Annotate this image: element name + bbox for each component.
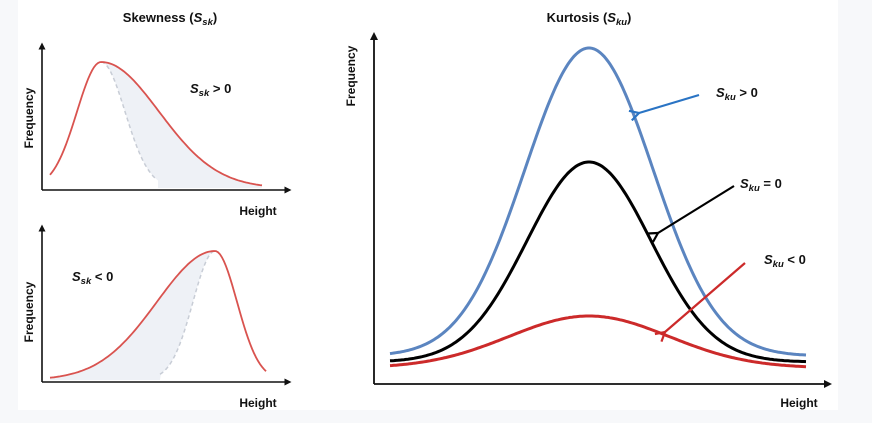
negative-skew-plot: Frequency Height Ssk < 0 bbox=[22, 224, 292, 410]
mesokurtic-curve bbox=[389, 160, 807, 364]
kurtosis-panel: Kurtosis (Sku) Frequency Height Sku > 0 … bbox=[344, 10, 832, 410]
skewness-panel: Skewness (Ssk) Frequency Height Ssk > 0 … bbox=[22, 10, 292, 410]
kurtosis-y-label: Frequency bbox=[344, 45, 358, 106]
positive-skew-x-label: Height bbox=[239, 204, 276, 218]
negative-skew-reference-normal-curve bbox=[159, 250, 215, 375]
leptokurtic-annotation: Sku > 0 bbox=[716, 85, 758, 103]
leptokurtic-pointer-arrow bbox=[639, 93, 700, 113]
platykurtic-pointer-arrow bbox=[665, 262, 746, 332]
platykurtic-annotation: Sku < 0 bbox=[764, 252, 806, 270]
positive-skew-shaded-tail bbox=[101, 62, 262, 188]
platykurtic-curve bbox=[389, 314, 807, 369]
mesokurtic-annotation: Sku = 0 bbox=[740, 176, 782, 194]
positive-skew-y-label: Frequency bbox=[22, 87, 36, 148]
negative-skew-annotation: Ssk < 0 bbox=[72, 269, 113, 287]
negative-skew-y-label: Frequency bbox=[22, 281, 36, 342]
negative-skew-curve bbox=[49, 250, 267, 379]
kurtosis-title: Kurtosis (Sku) bbox=[547, 10, 632, 28]
positive-skew-plot: Frequency Height Ssk > 0 bbox=[22, 42, 292, 218]
leptokurtic-curve bbox=[389, 46, 807, 357]
negative-skew-shaded-tail bbox=[50, 251, 215, 380]
skewness-title: Skewness (Ssk) bbox=[123, 10, 217, 28]
positive-skew-curve bbox=[49, 61, 263, 187]
positive-skew-annotation: Ssk > 0 bbox=[190, 81, 231, 99]
mesokurtic-pointer-arrow bbox=[658, 185, 735, 233]
kurtosis-x-label: Height bbox=[780, 396, 817, 410]
negative-skew-x-label: Height bbox=[239, 396, 276, 410]
